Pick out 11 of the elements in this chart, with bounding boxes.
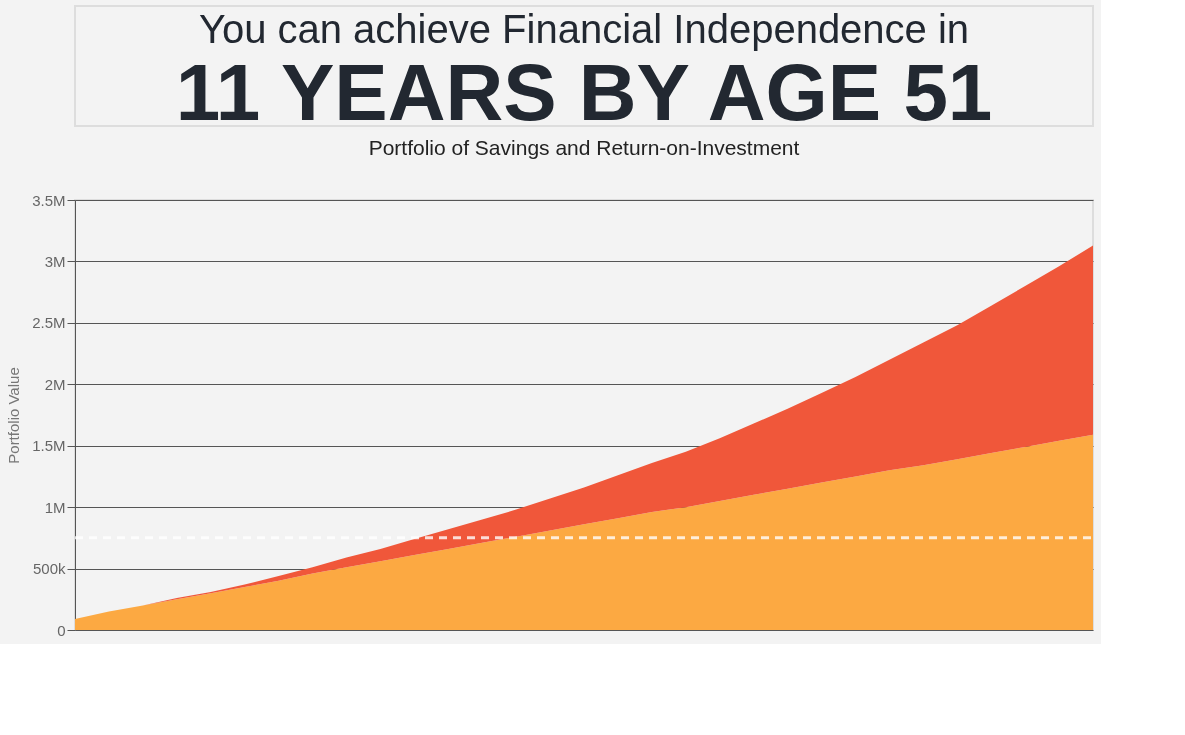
y-axis-title: Portfolio Value: [5, 367, 23, 464]
chart-title: Portfolio of Savings and Return-on-Investment: [368, 136, 800, 159]
y-tick-label: 0: [57, 621, 66, 639]
y-tick-label: 3M: [44, 252, 66, 270]
y-tick-label: 3.5M: [32, 191, 66, 209]
y-tick-label: 500k: [32, 560, 66, 578]
y-tick-label: 1.5M: [32, 437, 66, 455]
y-tick-label: 2M: [44, 375, 66, 393]
text: You can achieve Financial Independence in: [198, 7, 970, 51]
y-tick-label: 2.5M: [32, 314, 66, 332]
y-tick-label: 1M: [44, 498, 66, 516]
